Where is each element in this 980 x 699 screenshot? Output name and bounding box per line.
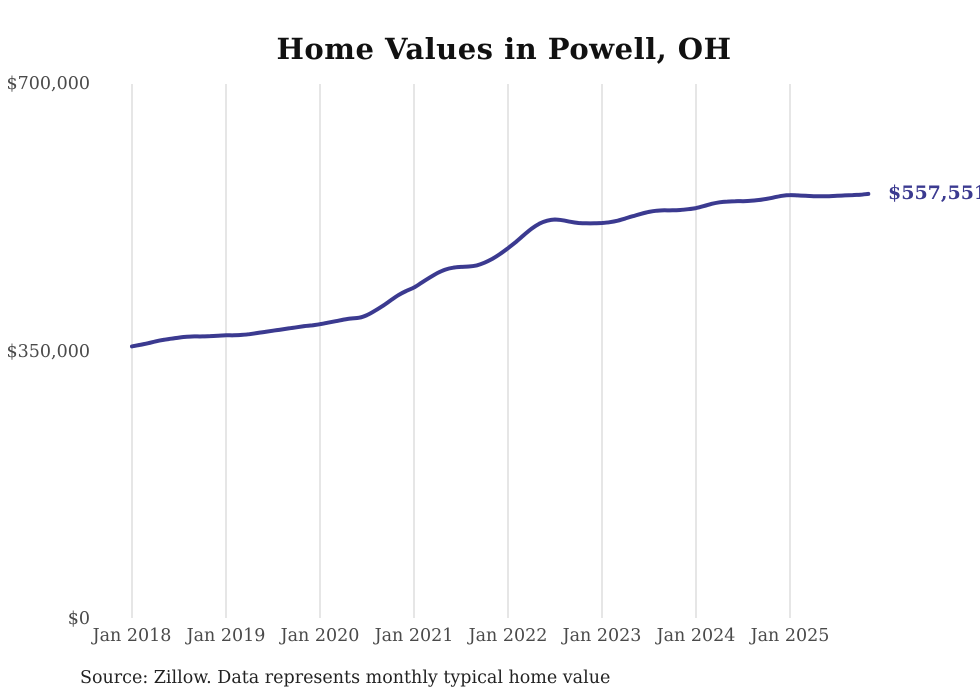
source-note: Source: Zillow. Data represents monthly … <box>80 668 611 688</box>
x-tick-label: Jan 2022 <box>468 626 548 646</box>
x-tick-label: Jan 2018 <box>92 626 172 646</box>
y-tick-label: $700,000 <box>6 74 90 94</box>
x-tick-label: Jan 2025 <box>750 626 830 646</box>
x-tick-label: Jan 2024 <box>656 626 736 646</box>
x-tick-label: Jan 2023 <box>562 626 642 646</box>
x-tick-label: Jan 2021 <box>374 626 454 646</box>
home-value-line <box>130 191 871 349</box>
gridlines-group <box>131 84 791 618</box>
final-value-label: $557,551 <box>888 182 980 204</box>
y-tick-label: $0 <box>67 609 90 629</box>
y-tick-label: $350,000 <box>6 341 90 362</box>
x-tick-label: Jan 2020 <box>280 626 360 646</box>
chart-title: Home Values in Powell, OH <box>276 32 732 66</box>
x-tick-label: Jan 2019 <box>186 626 266 646</box>
